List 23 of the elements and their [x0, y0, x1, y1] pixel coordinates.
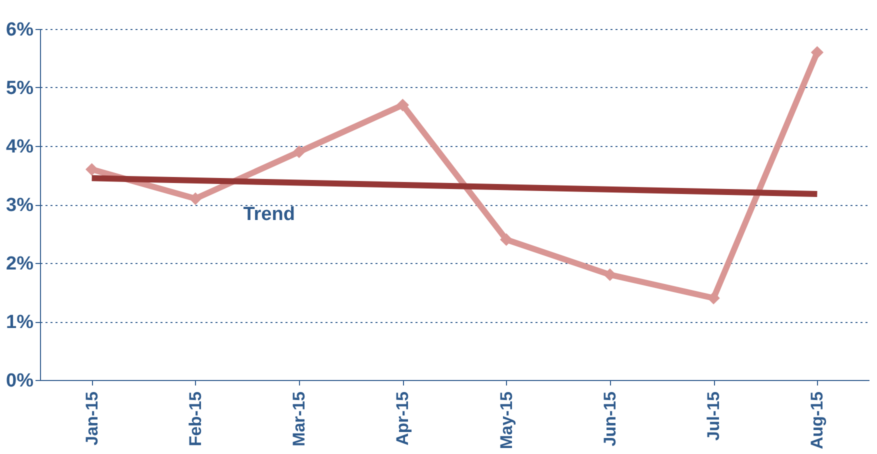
y-tick-label: 6%: [6, 20, 34, 40]
x-tick-label: Jun-15: [600, 392, 620, 446]
y-tick-label: 1%: [6, 312, 34, 333]
y-tick-label: 2%: [6, 254, 34, 274]
x-tick-label: Jul-15: [704, 392, 724, 441]
x-tick-label: Feb-15: [186, 392, 205, 446]
y-tick-label: 5%: [6, 78, 34, 99]
y-tick-label: 4%: [6, 136, 34, 158]
y-tick-label: 0%: [6, 370, 34, 392]
point: [604, 268, 616, 282]
x-tick-label: Jan-15: [82, 392, 102, 446]
x-tick-label: May-15: [496, 392, 516, 450]
series-label: Trend: [243, 204, 295, 226]
point: [189, 192, 202, 205]
point: [810, 46, 824, 59]
point: [396, 98, 410, 112]
x-tick-label: Apr-15: [393, 392, 412, 446]
point: [500, 233, 513, 246]
x-tick-label: Aug-15: [808, 392, 827, 450]
y-tick-label: 3%: [6, 195, 34, 216]
point: [292, 146, 306, 158]
x-tick-label: Mar-15: [290, 392, 309, 446]
point: [85, 163, 98, 176]
